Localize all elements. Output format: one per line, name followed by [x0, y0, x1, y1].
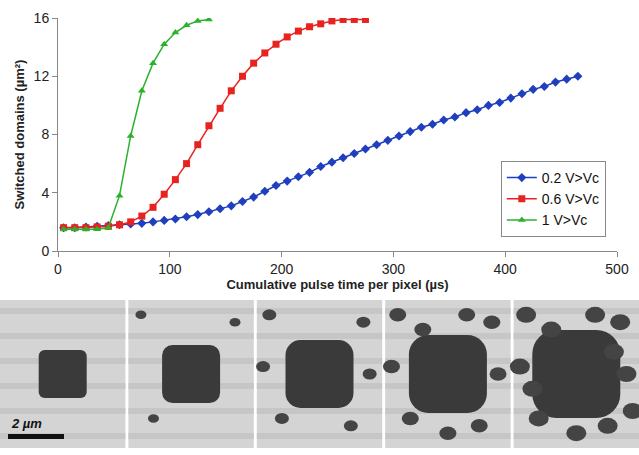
svg-text:400: 400: [494, 261, 518, 277]
svg-text:12: 12: [34, 68, 50, 84]
svg-text:1 V>Vc: 1 V>Vc: [542, 212, 588, 228]
svg-text:0.6 V>Vc: 0.6 V>Vc: [542, 191, 599, 207]
svg-text:2 µm: 2 µm: [11, 416, 42, 431]
svg-text:8: 8: [41, 126, 49, 142]
svg-text:4: 4: [41, 185, 49, 201]
svg-text:300: 300: [382, 261, 406, 277]
svg-text:0: 0: [41, 243, 49, 259]
svg-text:0.2 V>Vc: 0.2 V>Vc: [542, 170, 599, 186]
svg-text:Cumulative pulse time per pixe: Cumulative pulse time per pixel (µs): [226, 277, 448, 292]
svg-text:100: 100: [158, 261, 182, 277]
svg-text:0: 0: [54, 261, 62, 277]
svg-text:500: 500: [605, 261, 629, 277]
svg-text:Switched domains (µm²): Switched domains (µm²): [12, 60, 27, 210]
svg-text:16: 16: [34, 10, 50, 26]
svg-text:200: 200: [270, 261, 294, 277]
